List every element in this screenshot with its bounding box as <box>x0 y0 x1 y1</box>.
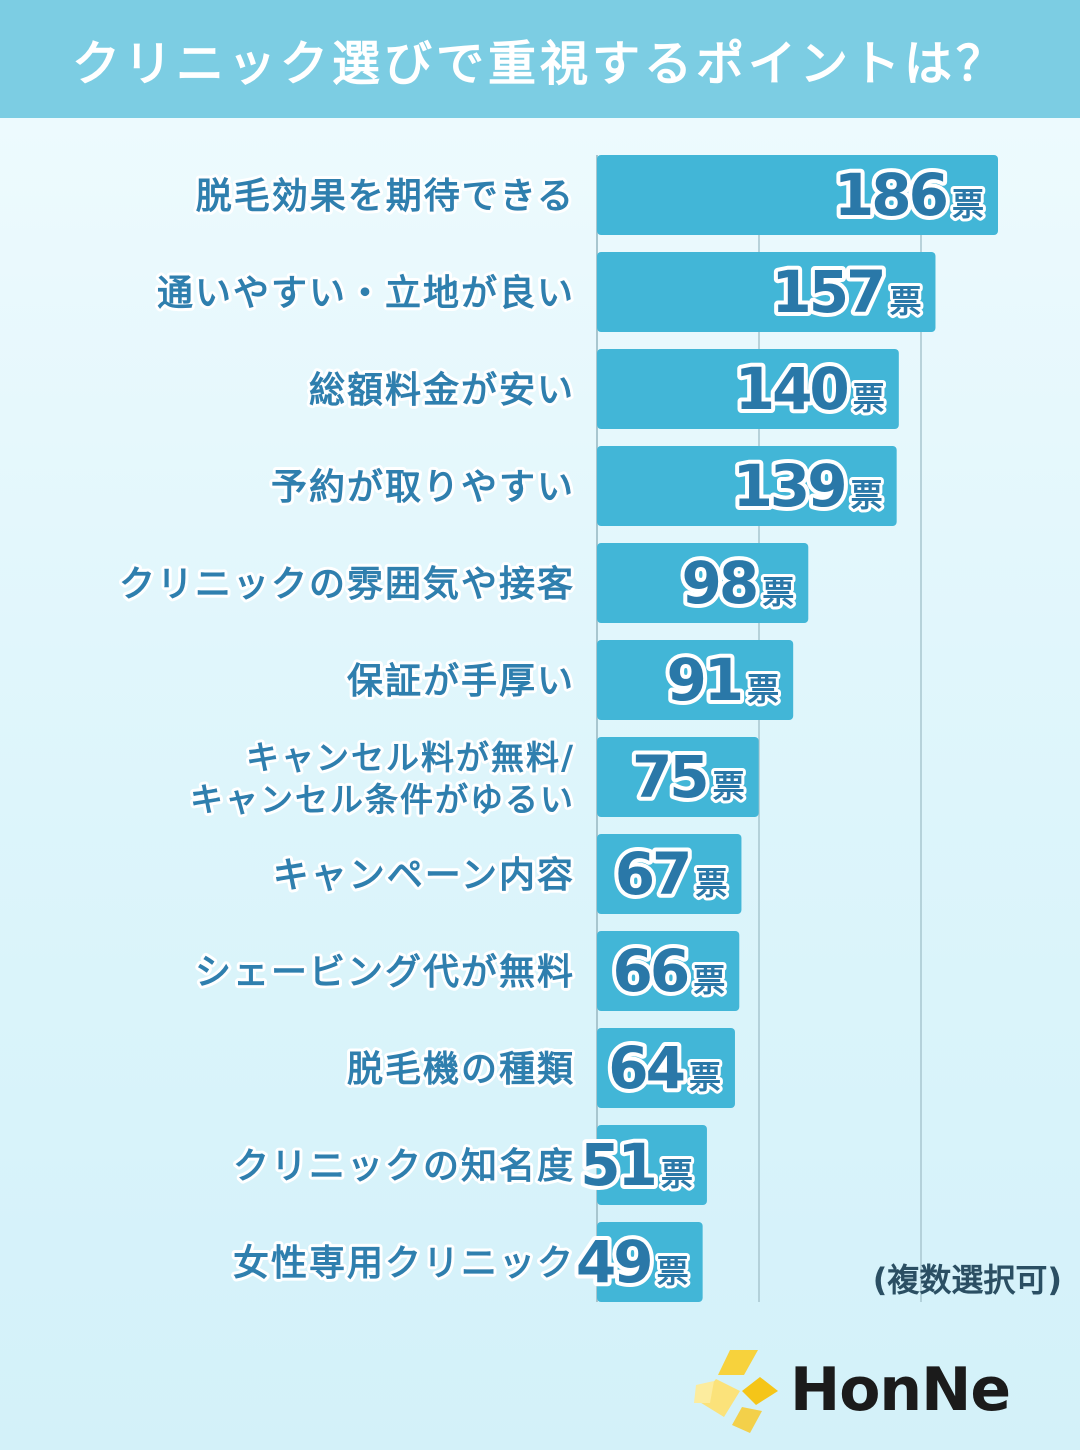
category-label: 通いやすい・立地が良い <box>157 273 575 314</box>
category-label: 総額料金が安い <box>309 369 575 411</box>
value-label: 51 票 <box>580 1131 693 1199</box>
bar <box>597 1125 707 1205</box>
category-label: 予約が取りやすい <box>271 467 575 508</box>
value-label: 98 票 <box>682 549 795 617</box>
bar <box>597 834 742 914</box>
title-banner: クリニック選びで重視するポイントは？ <box>0 0 1080 118</box>
category-label: シェービング代が無料 <box>195 952 575 993</box>
category-label: 脱毛機の種類 <box>347 1049 575 1090</box>
value-label: 67 票 <box>615 840 728 908</box>
category-label: 保証が手厚い <box>347 661 575 702</box>
bar <box>597 446 897 526</box>
category-label: 女性専用クリニック <box>233 1243 575 1284</box>
value-label: 91 票 <box>666 646 779 714</box>
bar <box>597 1028 735 1108</box>
bar <box>597 737 759 817</box>
bar <box>597 931 740 1011</box>
bar <box>597 640 794 720</box>
category-label: クリニックの雰囲気や接客 <box>119 564 575 605</box>
bar <box>597 155 998 235</box>
bar <box>597 1222 703 1302</box>
page-title: クリニック選びで重視するポイントは？ <box>71 36 1008 92</box>
honne-logo-icon <box>694 1350 778 1433</box>
multiple-choice-note: (複数選択可) <box>872 1261 1062 1299</box>
bar <box>597 252 936 332</box>
value-label: 49 票 <box>576 1228 689 1296</box>
value-label: 157 票 <box>771 258 921 326</box>
category-label: キャンセル料が無料/キャンセル条件がゆるい <box>190 738 575 819</box>
value-label: 186 票 <box>834 161 984 229</box>
bar <box>597 349 899 429</box>
logo-text: HonNe <box>790 1355 1011 1425</box>
value-label: 139 票 <box>733 452 883 520</box>
category-label: キャンペーン内容 <box>273 855 575 896</box>
value-label: 66 票 <box>613 937 726 1005</box>
value-label: 64 票 <box>608 1034 721 1102</box>
honne-logo: HonNe <box>690 1345 1050 1435</box>
value-label: 75 票 <box>632 743 745 811</box>
value-label: 140 票 <box>735 355 885 423</box>
category-label: クリニックの知名度 <box>233 1146 575 1187</box>
category-label: 脱毛効果を期待できる <box>196 176 575 217</box>
bar <box>597 543 809 623</box>
